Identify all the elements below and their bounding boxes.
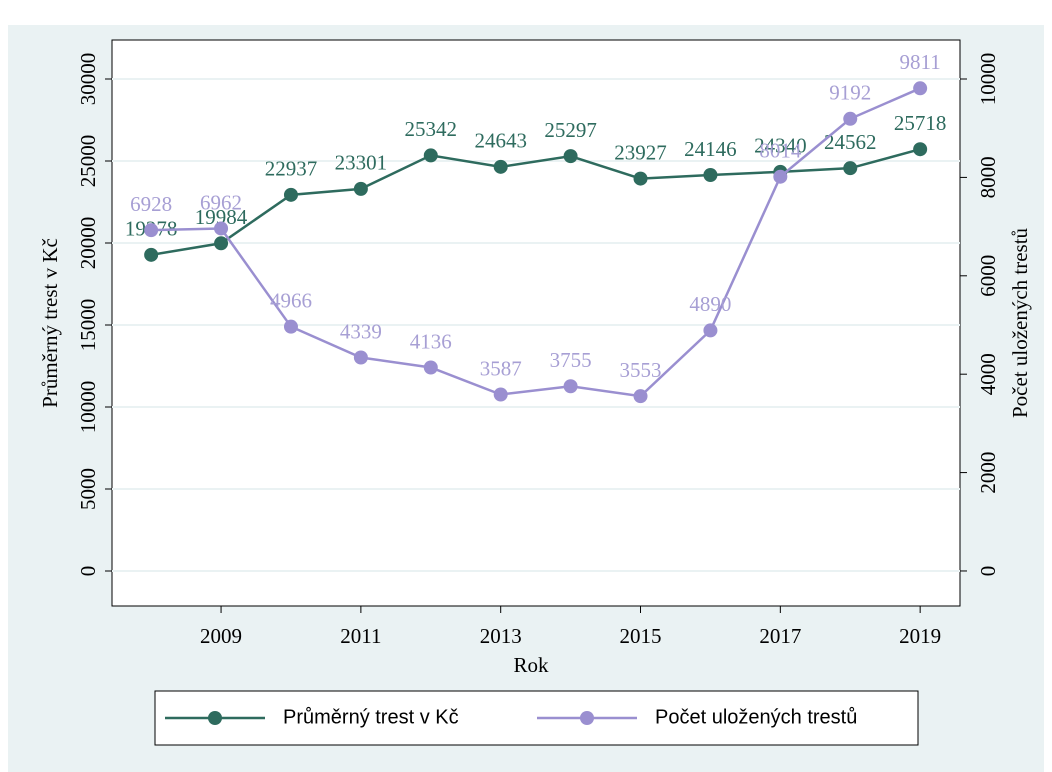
point	[214, 221, 229, 236]
x-tick-label: 2015	[620, 624, 662, 648]
y2-tick-label: 4000	[976, 353, 1000, 395]
data-label: 8014	[759, 139, 802, 163]
legend-label: Počet uložených trestů	[655, 706, 857, 728]
point	[214, 236, 229, 251]
data-label: 4339	[340, 319, 382, 343]
data-label: 23927	[614, 140, 667, 164]
data-label: 3755	[550, 348, 592, 372]
x-tick-label: 2019	[899, 624, 941, 648]
data-label: 25297	[544, 118, 597, 142]
point	[703, 168, 718, 183]
data-label: 9811	[900, 50, 941, 74]
legend	[154, 690, 919, 746]
point	[353, 350, 368, 365]
data-label: 6928	[130, 192, 172, 216]
point	[913, 142, 928, 157]
point	[773, 169, 788, 184]
point	[493, 387, 508, 402]
y2-axis-label: Počet uložených trestů	[1008, 227, 1032, 418]
x-axis-label: Rok	[513, 653, 549, 677]
x-tick-label: 2013	[480, 624, 522, 648]
data-label: 9192	[829, 81, 871, 105]
y-tick-label: 0	[76, 566, 100, 577]
point	[633, 389, 648, 404]
legend-marker	[580, 711, 594, 725]
point	[423, 360, 438, 375]
series-line	[151, 87, 921, 398]
y-tick-label: 5000	[76, 468, 100, 510]
data-label: 3553	[620, 358, 662, 382]
point	[283, 187, 298, 202]
point	[144, 223, 159, 238]
data-label: 6962	[200, 190, 242, 214]
data-label: 4890	[689, 292, 731, 316]
y-tick-label: 25000	[76, 135, 100, 188]
y-tick-label: 20000	[76, 217, 100, 270]
point	[913, 81, 928, 96]
point	[633, 171, 648, 186]
point	[563, 379, 578, 394]
x-tick-label: 2011	[340, 624, 381, 648]
point	[144, 247, 159, 262]
point	[493, 159, 508, 174]
y-axis-label: Průměrný trest v Kč	[38, 238, 62, 408]
point	[843, 161, 858, 176]
data-label: 23301	[335, 151, 388, 175]
plot-area	[111, 39, 961, 607]
data-label: 22937	[265, 157, 318, 181]
data-label: 24340	[754, 134, 807, 158]
y2-tick-label: 6000	[976, 255, 1000, 297]
y2-tick-label: 2000	[976, 452, 1000, 494]
y-tick-label: 30000	[76, 53, 100, 106]
data-label: 24643	[474, 129, 527, 153]
point	[283, 319, 298, 334]
series-line	[150, 148, 921, 257]
data-label: 4136	[410, 329, 452, 353]
legend-label: Průměrný trest v Kč	[283, 706, 459, 728]
y2-tick-label: 8000	[976, 156, 1000, 198]
data-label: 3587	[480, 356, 522, 380]
x-tick-label: 2017	[759, 624, 801, 648]
data-label: 24146	[684, 137, 737, 161]
y2-tick-label: 0	[976, 566, 1000, 577]
y-tick-label: 10000	[76, 381, 100, 434]
data-label: 25342	[405, 117, 458, 141]
legend-marker	[208, 711, 222, 725]
point	[843, 111, 858, 126]
point	[563, 149, 578, 164]
point	[353, 181, 368, 196]
x-tick-label: 2009	[200, 624, 242, 648]
y2-tick-label: 10000	[976, 53, 1000, 106]
data-label: 4966	[270, 288, 312, 312]
y-tick-label: 15000	[76, 299, 100, 352]
point	[423, 148, 438, 163]
point	[703, 323, 718, 338]
data-label: 25718	[894, 111, 947, 135]
